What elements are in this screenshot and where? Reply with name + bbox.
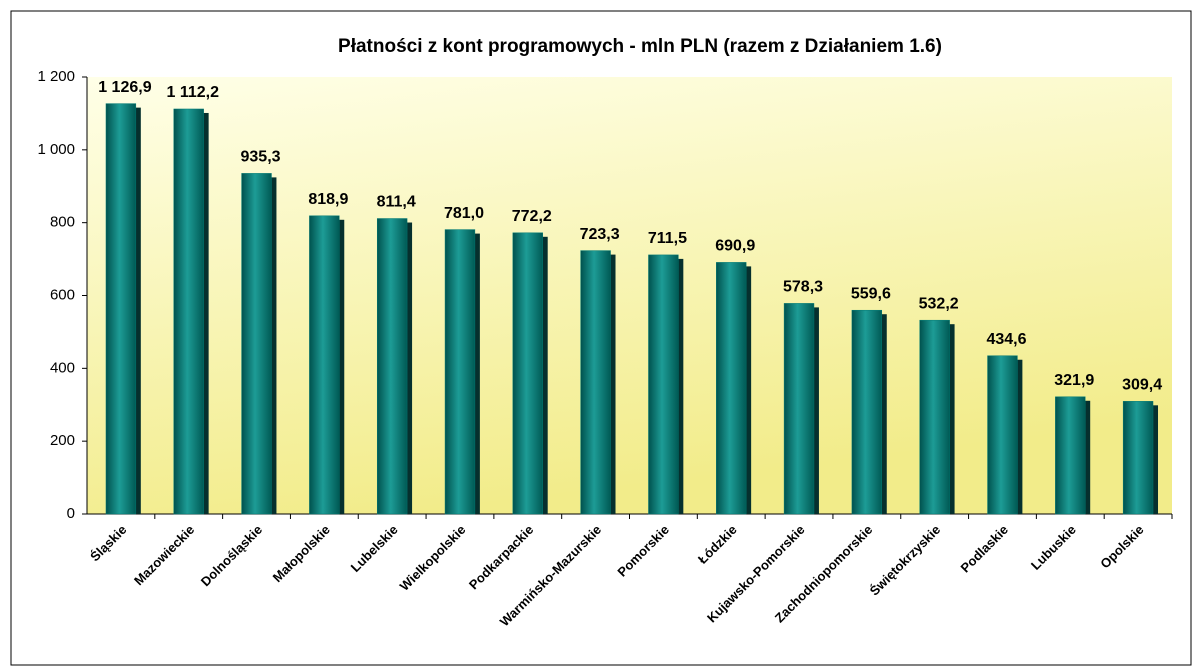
y-tick-label: 800 <box>50 214 75 231</box>
bar <box>648 254 679 515</box>
bar <box>716 262 747 515</box>
value-label: 690,9 <box>715 238 755 255</box>
value-label: 532,2 <box>919 295 959 312</box>
y-tick-label: 400 <box>50 359 75 376</box>
y-tick-label: 200 <box>50 432 75 449</box>
value-label: 578,3 <box>783 279 823 296</box>
bar <box>919 319 950 515</box>
chart-title: Płatności z kont programowych - mln PLN … <box>338 36 942 57</box>
y-tick-label: 0 <box>67 505 75 522</box>
bar <box>1122 401 1154 515</box>
bar <box>512 232 543 515</box>
bar <box>173 108 204 515</box>
bar <box>783 303 815 515</box>
value-label: 309,4 <box>1122 377 1162 394</box>
bar <box>1055 396 1086 515</box>
bar <box>851 309 883 515</box>
bar <box>444 229 476 515</box>
value-label: 811,4 <box>377 194 416 211</box>
value-label: 1 112,2 <box>166 84 219 101</box>
bar <box>241 173 272 515</box>
value-label: 321,9 <box>1054 372 1094 389</box>
value-label: 1 126,9 <box>98 79 151 96</box>
y-tick-label: 600 <box>50 286 75 303</box>
value-label: 781,0 <box>444 205 484 222</box>
value-label: 711,5 <box>648 230 687 247</box>
value-label: 723,3 <box>580 226 620 243</box>
value-label: 818,9 <box>308 191 348 208</box>
bar <box>376 218 408 515</box>
value-label: 559,6 <box>851 285 891 302</box>
value-label: 935,3 <box>241 149 281 166</box>
bar <box>580 250 611 515</box>
value-label: 772,2 <box>512 208 552 225</box>
y-tick-label: 1 200 <box>37 68 75 85</box>
bar <box>987 355 1018 515</box>
bar <box>309 215 340 515</box>
bar <box>105 103 137 515</box>
y-tick-label: 1 000 <box>37 141 75 158</box>
value-label: 434,6 <box>986 331 1026 348</box>
